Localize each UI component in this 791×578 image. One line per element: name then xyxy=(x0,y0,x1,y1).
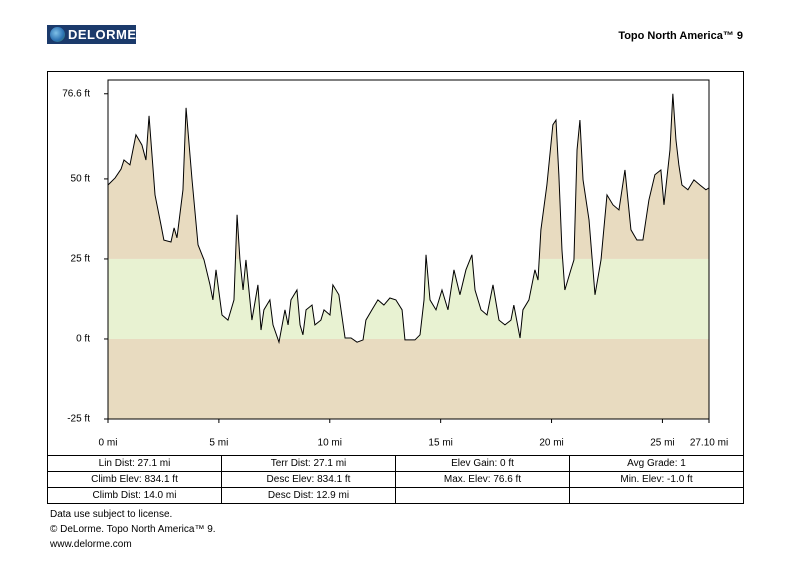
logo-text: DELORME xyxy=(68,27,137,42)
stat: Lin Dist: 27.1 mi xyxy=(47,455,222,472)
stats-table: Lin Dist: 27.1 mi Terr Dist: 27.1 mi Elev … xyxy=(47,455,744,504)
stat: Terr Dist: 27.1 mi xyxy=(221,455,396,472)
footer-line: Data use subject to license. xyxy=(50,509,173,520)
x-tick-label: 20 mi xyxy=(539,438,563,449)
elevation-band xyxy=(108,338,709,419)
footer-line: © DeLorme. Topo North America™ 9. xyxy=(50,524,216,535)
x-tick-label: 10 mi xyxy=(318,438,342,449)
x-tick-label: 27.10 mi xyxy=(690,438,728,449)
y-tick-label: 25 ft xyxy=(71,254,91,265)
empty-cell xyxy=(395,487,570,504)
x-tick-label: 5 mi xyxy=(209,438,228,449)
stat: Avg Grade: 1 xyxy=(569,455,744,472)
x-tick-label: 15 mi xyxy=(428,438,452,449)
stat: Min. Elev: -1.0 ft xyxy=(569,471,744,488)
stat: Elev Gain: 0 ft xyxy=(395,455,570,472)
chart: -25 ft 0 ft 25 ft 50 ft 76.6 ft 0 mi 5 mi 10 mi… xyxy=(47,71,744,456)
stat: Climb Dist: 14.0 mi xyxy=(47,487,222,504)
stat: Max. Elev: 76.6 ft xyxy=(395,471,570,488)
empty-cell xyxy=(569,487,744,504)
footer-line: www.delorme.com xyxy=(50,539,132,550)
x-tick-label: 25 mi xyxy=(650,438,674,449)
elevation-line xyxy=(107,93,710,345)
stat: Desc Elev: 834.1 ft xyxy=(221,471,396,488)
stat: Desc Dist: 12.9 mi xyxy=(221,487,396,504)
logo: DELORME xyxy=(47,25,136,44)
stat: Climb Elev: 834.1 ft xyxy=(47,471,222,488)
y-tick-label: 50 ft xyxy=(71,174,91,185)
product-name: Topo North America™ 9 xyxy=(618,30,743,42)
y-tick-label: 0 ft xyxy=(76,334,90,345)
y-tick-label: 76.6 ft xyxy=(62,88,90,99)
y-tick-label: -25 ft xyxy=(67,414,90,425)
plot-frame xyxy=(107,79,710,420)
x-tick-label: 0 mi xyxy=(99,438,118,449)
